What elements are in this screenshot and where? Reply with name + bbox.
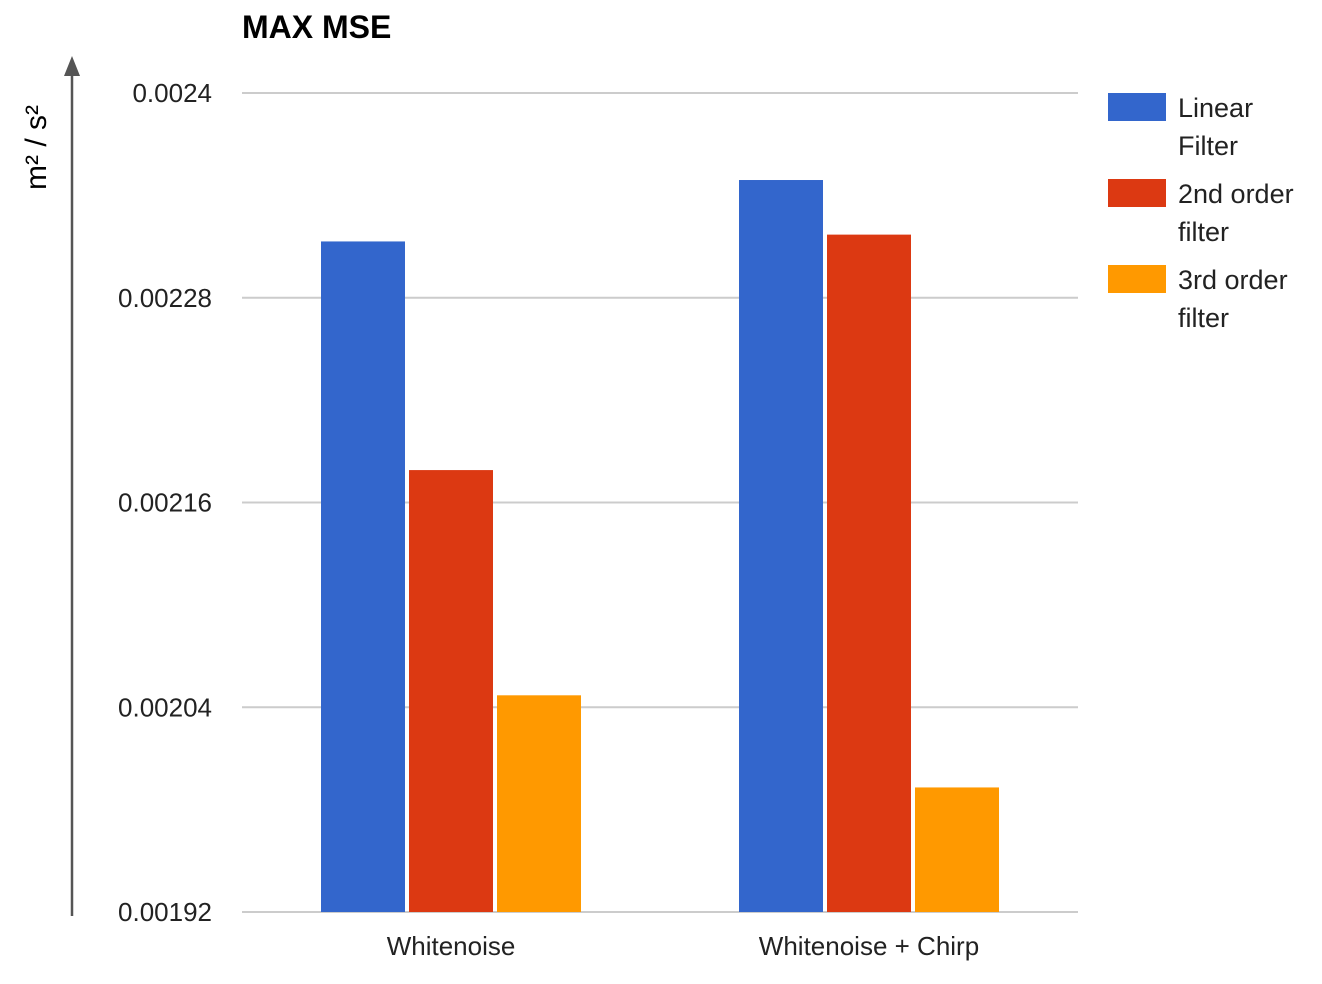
chart-title: MAX MSE [242, 9, 391, 45]
bar [409, 470, 493, 912]
category-label: Whitenoise [387, 931, 516, 961]
y-tick-labels: 0.0024 0.00228 0.00216 0.00204 0.00192 [118, 78, 212, 927]
legend-label: Linear Filter [1178, 93, 1253, 161]
y-tick-label: 0.00192 [118, 897, 212, 927]
category-label: Whitenoise + Chirp [759, 931, 979, 961]
bar [321, 241, 405, 913]
legend: Linear Filter 2nd order filter 3rd order filt… [1108, 93, 1294, 333]
y-tick-label: 0.00228 [118, 283, 212, 313]
y-axis-arrowhead [64, 56, 80, 76]
legend-swatch [1108, 265, 1166, 293]
bar [739, 180, 823, 913]
bars [321, 180, 999, 913]
category-labels: Whitenoise Whitenoise + Chirp [387, 931, 980, 961]
y-tick-label: 0.0024 [132, 78, 212, 108]
legend-label: 2nd order filter [1178, 179, 1294, 247]
y-tick-label: 0.00204 [118, 692, 212, 722]
legend-swatch [1108, 93, 1166, 121]
y-tick-label: 0.00216 [118, 488, 212, 518]
legend-label: 3rd order filter [1178, 265, 1288, 333]
bar [915, 787, 999, 912]
y-axis-label: m² / s² [20, 105, 53, 190]
bar [827, 234, 911, 912]
legend-swatch [1108, 179, 1166, 207]
bar [497, 695, 581, 912]
